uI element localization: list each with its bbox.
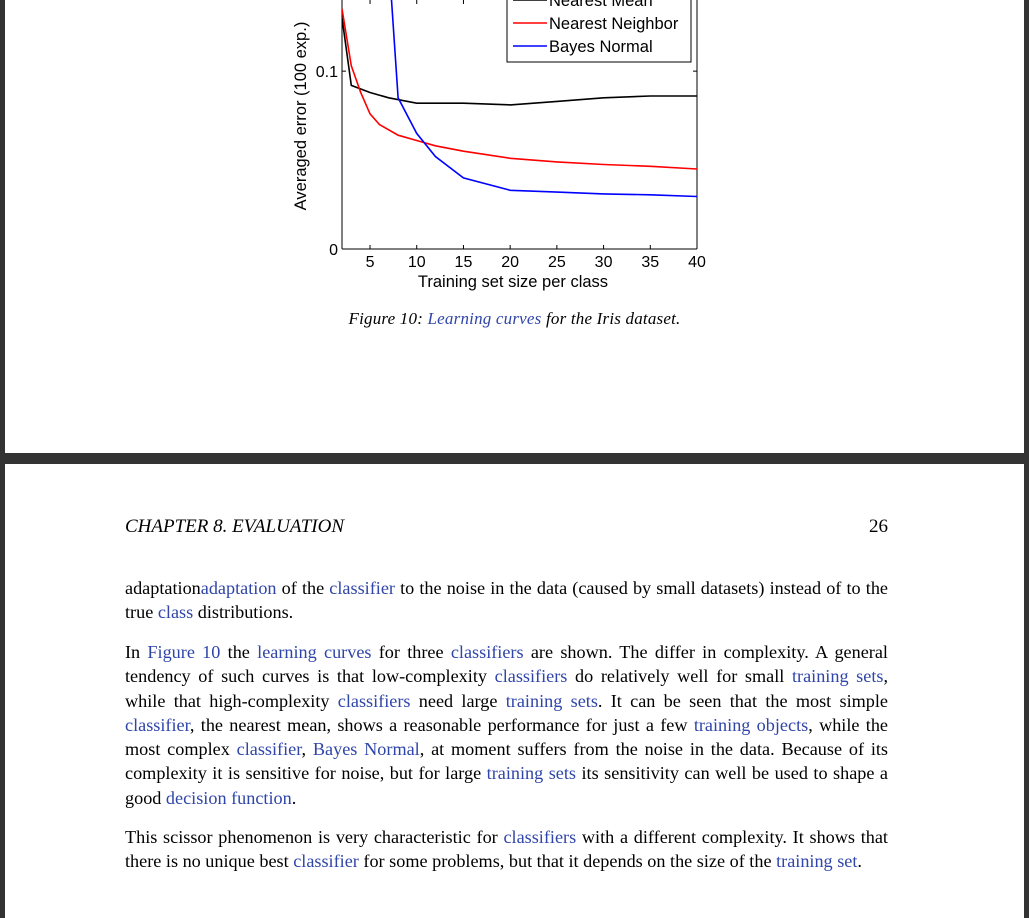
- text-run: for three: [371, 642, 451, 662]
- x-tick-label: 40: [688, 254, 706, 271]
- link-class[interactable]: class: [157, 602, 194, 623]
- text-run: .: [291, 787, 297, 808]
- viewer-edge-right-lower: [1024, 464, 1029, 918]
- viewer-edge-left-lower: [0, 464, 5, 918]
- link-training-sets[interactable]: training sets: [791, 666, 884, 687]
- text-run: . It can be seen that the most simple: [597, 690, 888, 711]
- link-classifiers[interactable]: classifiers: [503, 827, 577, 847]
- legend-label-nearest-neighbor: Nearest Neighbor: [549, 15, 679, 33]
- paragraph-3: This scissor phenomenon is very characte…: [125, 825, 888, 874]
- link-classifiers[interactable]: classifiers: [337, 690, 411, 711]
- text-run: ,: [301, 739, 313, 760]
- series-line-nearest-neighbor: [342, 8, 697, 170]
- text-run: distributions.: [193, 602, 294, 623]
- chart-legend: Nearest Mean Nearest Neighbor Bayes Normal: [506, 0, 692, 63]
- text-run: , the nearest mean, shows a reasonable p…: [189, 714, 694, 735]
- plot-area: 5 10 15 20 25 30 35 40 0 0.1: [316, 0, 706, 271]
- caption-link-learning-curves[interactable]: Learning curves: [427, 309, 542, 328]
- text-run: .: [857, 851, 862, 872]
- text-run: need large: [410, 690, 506, 711]
- legend-label-nearest-mean: Nearest Mean: [549, 0, 653, 10]
- link-bayes-normal[interactable]: Bayes Normal: [312, 739, 420, 760]
- text-run: do relatively well for small: [567, 666, 792, 687]
- text-run: the: [220, 642, 258, 662]
- text-run: adaptation: [125, 578, 201, 598]
- y-tick-label: 0: [329, 242, 338, 259]
- legend-label-bayes-normal: Bayes Normal: [549, 38, 653, 56]
- x-tick-label: 35: [641, 254, 659, 271]
- viewer-edge-left: [0, 0, 5, 453]
- running-header: CHAPTER 8. EVALUATION 26: [125, 516, 888, 538]
- link-training-sets[interactable]: training sets: [505, 690, 598, 711]
- link-classifiers[interactable]: classifiers: [494, 666, 568, 687]
- page-gap: [0, 453, 1029, 464]
- link-figure-10[interactable]: Figure 10: [147, 642, 221, 662]
- link-classifier[interactable]: classifier: [293, 851, 359, 872]
- link-classifiers[interactable]: classifiers: [450, 642, 524, 662]
- x-tick-label: 25: [548, 254, 566, 271]
- viewer-edge-right: [1024, 0, 1029, 453]
- y-tick-label: 0.1: [316, 64, 338, 81]
- series-line-bayes-normal: [390, 0, 697, 198]
- paragraph-1: adaptationadaptation of the classifier t…: [125, 576, 888, 625]
- link-learning-curves[interactable]: learning curves: [257, 642, 372, 662]
- x-tick-label: 20: [501, 254, 519, 271]
- link-training-objects[interactable]: training objects: [693, 714, 809, 735]
- page-number: 26: [869, 516, 888, 537]
- text-run: This scissor phenomenon is very characte…: [125, 827, 504, 847]
- figure-number: Figure 10:: [348, 309, 424, 328]
- text-run: with a different complexity. It shows th…: [125, 827, 888, 872]
- x-axis-label: Training set size per class: [418, 273, 608, 291]
- paragraph-2: In Figure 10 the learning curves for thr…: [125, 640, 888, 810]
- x-tick-label: 15: [455, 254, 473, 271]
- text-run: its sensitivity can well be used to shap…: [125, 763, 888, 808]
- text-run: , while that high-complexity: [125, 666, 889, 711]
- link-adaptation[interactable]: adaptation: [200, 578, 277, 598]
- figure-caption: Figure 10: Learning curves for the Iris …: [5, 309, 1024, 329]
- link-classifier[interactable]: classifier: [125, 714, 190, 735]
- text-run: to the noise in the data (caused by smal…: [125, 578, 888, 623]
- text-run: In: [125, 642, 148, 662]
- pdf-page-top: 5 10 15 20 25 30 35 40 0 0.1 Nearest Mean Nearest …: [5, 0, 1024, 453]
- pdf-page-bottom: [5, 464, 1024, 918]
- link-training-set[interactable]: training set: [776, 851, 858, 872]
- text-run: , at moment suffers from the noise in th…: [125, 739, 888, 784]
- y-axis-label: Averaged error (100 exp.): [292, 22, 310, 211]
- x-tick-label: 5: [366, 254, 375, 271]
- text-run: of the: [276, 578, 330, 598]
- link-decision-function[interactable]: decision function: [165, 787, 292, 808]
- text-run: , while the most complex: [125, 714, 889, 760]
- caption-text: for the Iris dataset.: [545, 309, 681, 328]
- series-line-nearest-mean: [342, 17, 697, 106]
- link-classifier[interactable]: classifier: [329, 578, 395, 598]
- text-run: are shown. The differ in complexity. A g…: [125, 642, 888, 687]
- link-training-sets[interactable]: training sets: [486, 763, 577, 784]
- link-classifier[interactable]: classifier: [236, 739, 302, 760]
- x-tick-label: 10: [408, 254, 426, 271]
- legend-box: [506, 0, 692, 63]
- text-run: for some problems, but that it depends o…: [358, 851, 777, 872]
- chapter-title: CHAPTER 8. EVALUATION: [125, 516, 345, 537]
- axis-labels: Averaged error (100 exp.) Training set s…: [292, 22, 608, 291]
- x-tick-label: 30: [595, 254, 613, 271]
